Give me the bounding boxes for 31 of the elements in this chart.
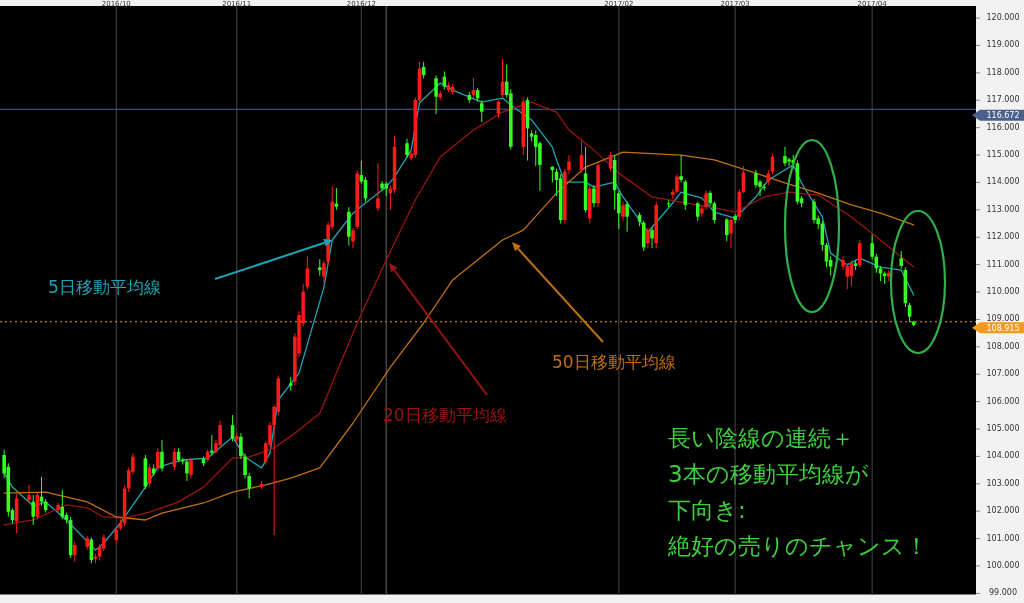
y-tick-label: 111.000	[986, 259, 1020, 269]
annotation: 下向き:	[668, 497, 746, 523]
y-tick-label: 107.000	[986, 369, 1020, 379]
y-tick-label: 102.000	[986, 506, 1020, 516]
y-tick-label: 109.000	[986, 314, 1020, 324]
y-tick-label: 105.000	[986, 424, 1020, 434]
y-tick-label: 120.000	[986, 13, 1020, 23]
y-tick-label: 119.000	[986, 40, 1020, 50]
y-tick-label: 117.000	[986, 95, 1020, 105]
y-tick-label: 112.000	[986, 232, 1020, 242]
y-tick-label: 103.000	[986, 478, 1020, 488]
y-tick-label: 114.000	[986, 177, 1020, 187]
ref-line-label: 116.672	[986, 111, 1020, 121]
annotation: 3本の移動平均線が	[668, 461, 869, 487]
text: 50日移動平均線	[552, 352, 676, 372]
text: 5日移動平均線	[48, 277, 161, 297]
y-tick-label: 116.000	[986, 122, 1020, 132]
y-tick-label: 118.000	[986, 67, 1020, 77]
y-tick-label: 101.000	[986, 533, 1020, 543]
text: 20日移動平均線	[383, 405, 507, 425]
y-tick-label: 110.000	[986, 287, 1020, 297]
y-tick-label: 115.000	[986, 150, 1020, 160]
y-tick-label: 106.000	[986, 396, 1020, 406]
y-tick-label: 104.000	[986, 451, 1020, 461]
y-tick-label: 113.000	[986, 204, 1020, 214]
annotation: 絶好の売りのチャンス！	[667, 533, 928, 559]
y-tick-label: 108.000	[986, 341, 1020, 351]
y-tick-label: 99.000	[989, 588, 1017, 598]
annotation: 長い陰線の連続＋	[668, 425, 854, 451]
ref-line-label: 108.915	[986, 323, 1020, 333]
y-tick-label: 100.000	[986, 561, 1020, 571]
